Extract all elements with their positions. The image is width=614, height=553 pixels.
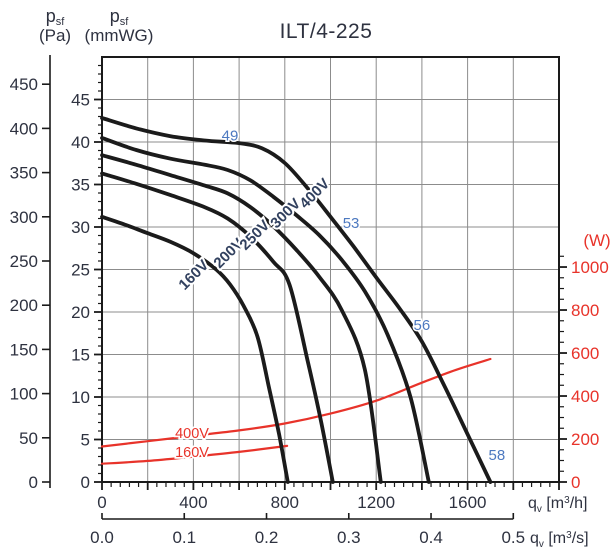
pressure-curve-400V: [100, 116, 493, 484]
chart-render-root: 0501001502002503003504004500510152025303…: [10, 6, 611, 550]
pa-tick-label: 50: [19, 429, 38, 448]
w-axis: 0 200 400 600 800 1000 (W): [559, 231, 611, 492]
power-curve-label-160V: 160V: [175, 445, 209, 461]
pa-tick-label: 150: [10, 340, 38, 359]
w-tick-label: 200: [571, 430, 599, 449]
w-tick-label: 800: [571, 301, 599, 320]
flow-axis-m3s: 0.0 0.1 0.2 0.3 0.4 0.5 qv [m3/s]: [90, 513, 589, 550]
w-tick-label: 1000: [571, 258, 609, 277]
power-curve-160V: [100, 444, 289, 465]
chart-title: ILT/4-225: [280, 20, 373, 43]
x2-tick-label: 0.2: [255, 528, 279, 547]
w-tick-label: 600: [571, 344, 599, 363]
power-curve-label-400V: 400V: [175, 426, 209, 442]
pa-axis-title-unit: (Pa): [39, 26, 71, 45]
mmwg-tick-label: 20: [71, 303, 90, 322]
w-tick-label: 400: [571, 387, 599, 406]
mmwg-tick-label: 10: [71, 388, 90, 407]
mmwg-tick-label: 45: [71, 91, 90, 110]
noise-level-label: 56: [414, 317, 431, 334]
x-tick-label: 800: [271, 493, 299, 512]
pressure-curve-200V: [100, 171, 335, 484]
x2-axis-unit-label: qv [m3/s]: [530, 530, 589, 550]
pa-tick-label: 200: [10, 296, 38, 315]
pressure-curve-300V: [100, 136, 431, 484]
mmwg-tick-label: 30: [71, 218, 90, 237]
mmwg-tick-label: 15: [71, 346, 90, 365]
flow-axis-m3h: 0 400 800 1200 1600 qv [m3/h]: [97, 482, 587, 515]
x2-tick-label: 0.4: [419, 528, 443, 547]
mmwg-tick-label: 40: [71, 133, 90, 152]
pa-tick-label: 250: [10, 252, 38, 271]
x-tick-label: 400: [179, 493, 207, 512]
x-tick-label: 0: [97, 493, 106, 512]
pressure-curve-250V: [100, 153, 383, 484]
noise-level-label: 49: [222, 127, 239, 144]
pa-axis-title-symbol: psf: [46, 6, 66, 28]
pa-tick-label: 400: [10, 119, 38, 138]
w-axis-title: (W): [583, 231, 610, 250]
noise-level-label: 58: [489, 447, 506, 464]
noise-level-labels: 49 53 56 58: [220, 126, 507, 466]
mmwg-tick-label: 5: [81, 431, 90, 450]
mmwg-axis-title-symbol: psf: [110, 6, 130, 28]
x2-tick-label: 0.5: [501, 528, 525, 547]
x2-tick-label: 0.1: [172, 528, 196, 547]
pa-axis-title: psf(Pa): [39, 6, 71, 45]
x-tick-label: 1200: [357, 493, 395, 512]
mmwg-axis: 0 5 10 15 20 25 30 35 40 45: [71, 64, 102, 492]
gridlines: [102, 57, 559, 482]
pa-tick-label: 450: [10, 75, 38, 94]
x2-tick-label: 0.3: [337, 528, 361, 547]
noise-level-label: 53: [343, 215, 360, 232]
pa-tick-label: 100: [10, 385, 38, 404]
x-tick-label: 1600: [449, 493, 487, 512]
x2-tick-label: 0.0: [90, 528, 114, 547]
mmwg-tick-label: 35: [71, 176, 90, 195]
pa-tick-label: 350: [10, 164, 38, 183]
power-curves: 160V 400V: [100, 357, 492, 465]
x-axis-unit-label: qv [m3/h]: [528, 495, 587, 515]
mmwg-axis-title: psf(mmWG): [85, 6, 154, 45]
pa-tick-label: 300: [10, 208, 38, 227]
mmwg-tick-label: 25: [71, 261, 90, 280]
mmwg-tick-label: 0: [81, 473, 90, 492]
w-tick-label: 0: [571, 473, 580, 492]
pa-axis: 0 50 100 150 200 250 300 350 400 450: [10, 55, 51, 492]
mmwg-axis-title-unit: (mmWG): [85, 26, 154, 45]
pa-tick-label: 0: [29, 473, 38, 492]
pressure-curve-160V: [100, 214, 290, 484]
power-curve-400V: [100, 357, 492, 448]
